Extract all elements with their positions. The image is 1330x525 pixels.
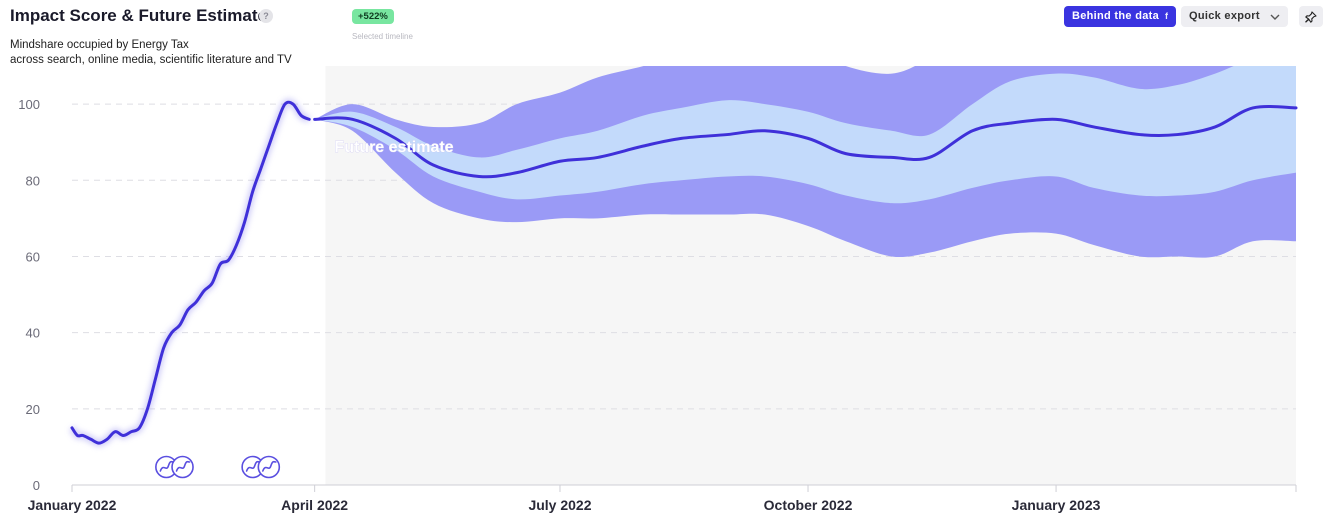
x-tick-label: July 2022 (528, 497, 591, 513)
growth-badge: +522% (352, 9, 394, 24)
trend-icon (245, 460, 261, 472)
chart-title: Impact Score & Future Estimate (10, 6, 267, 25)
subtitle-line-2: across search, online media, scientific … (10, 54, 292, 66)
x-tick-label: October 2022 (764, 497, 853, 513)
inner-confidence-band (314, 66, 1296, 204)
pin-icon (1305, 10, 1317, 23)
forecast-line (313, 105, 1298, 179)
behind-the-data-button[interactable]: Behind the data f (1064, 6, 1177, 27)
x-tick-label: April 2022 (281, 497, 348, 513)
x-tick-label: January 2023 (1012, 497, 1101, 513)
quick-export-button[interactable]: Quick export (1181, 6, 1288, 27)
chart-subtitle: Mindshare occupied by Energy Tax across … (10, 38, 330, 68)
x-tick-label: January 2022 (28, 497, 117, 513)
y-tick-label: 40 (26, 326, 40, 341)
chevron-down-icon (1270, 14, 1280, 20)
y-tick-label: 20 (26, 402, 40, 417)
history-line (70, 100, 311, 445)
info-icon: f (1165, 11, 1169, 21)
history-line-glow (69, 98, 311, 447)
y-tick-label: 60 (26, 249, 40, 264)
trend-icon (159, 460, 175, 472)
growth-caption: Selected timeline (352, 32, 413, 41)
trend-icon (175, 460, 191, 472)
y-tick-label: 0 (33, 478, 40, 493)
pin-button[interactable] (1299, 6, 1323, 27)
y-tick-label: 100 (18, 97, 40, 112)
quick-export-label: Quick export (1189, 10, 1260, 22)
y-tick-label: 80 (26, 173, 40, 188)
subtitle-line-1: Mindshare occupied by Energy Tax (10, 39, 189, 51)
future-estimate-label: Future estimate (334, 139, 453, 156)
trend-icon (262, 460, 277, 472)
event-marker (171, 455, 194, 479)
event-marker (257, 455, 281, 479)
help-icon[interactable]: ? (259, 9, 273, 23)
behind-the-data-label: Behind the data (1072, 10, 1160, 22)
